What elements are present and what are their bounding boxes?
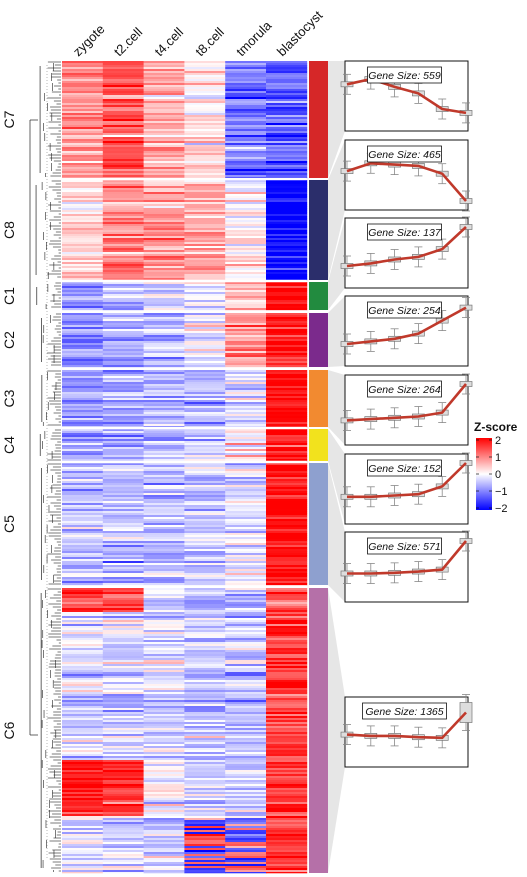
trend-line-c4	[347, 462, 467, 499]
column-labels: zygote t2.cell t4.cell t8.cell tmorula blasto…	[70, 7, 326, 59]
trend-panels: Gene Size: 559 Gene Size: 465 Gene Size: 1…	[340, 60, 473, 768]
cluster-label-c3: C3	[1, 389, 17, 407]
gene-size-box	[362, 702, 447, 720]
trend-panel-c3: Gene Size: 264	[340, 373, 473, 446]
row-dendrogram	[29, 61, 61, 872]
colorbar-tick: 1	[495, 452, 501, 464]
trend-panel-c6: Gene Size: 1365	[340, 694, 473, 768]
column-label-blastocyst: blastocyst	[274, 7, 326, 59]
connector-c2	[328, 296, 345, 367]
cluster-bar-c5	[309, 463, 328, 585]
trend-panel-c8: Gene Size: 465	[340, 139, 473, 212]
cluster-label-c5: C5	[1, 515, 17, 533]
trend-line-c8	[346, 161, 467, 202]
cluster-bar-c1	[309, 282, 328, 310]
gene-size-box	[367, 537, 442, 555]
panel-connectors	[328, 61, 345, 873]
gene-size-label-c6: Gene Size: 1365	[365, 706, 443, 718]
gene-size-box	[367, 459, 442, 477]
cluster-bar-c7	[309, 61, 328, 178]
gene-size-label-c2: Gene Size: 254	[368, 305, 441, 317]
cluster-annotation-bars	[309, 61, 328, 873]
colorbar-gradient	[476, 438, 492, 510]
trend-line-c3	[346, 383, 467, 422]
connector-c3	[328, 370, 345, 445]
trend-panel-c1: Gene Size: 137	[340, 216, 473, 289]
gene-size-box	[367, 223, 442, 241]
colorbar-tick: 2	[495, 435, 501, 447]
heatmap-block-c1	[62, 282, 308, 311]
cluster-label-c7: C7	[1, 110, 17, 128]
cluster-label-c1: C1	[1, 287, 17, 305]
gene-size-label-c4: Gene Size: 152	[368, 463, 441, 475]
cluster-bar-c6	[309, 588, 328, 873]
heatmap-block-c4	[62, 429, 308, 462]
trend-panel-c2: Gene Size: 254	[340, 295, 473, 367]
trend-panel-c5: Gene Size: 571	[340, 530, 473, 603]
connector-c7	[328, 61, 345, 178]
heatmap-block-c3	[62, 370, 308, 428]
gene-size-label-c1: Gene Size: 137	[368, 227, 442, 239]
trend-panel-c7: Gene Size: 559	[340, 60, 473, 132]
heatmap-block-c8	[62, 180, 308, 281]
gene-size-label-c7: Gene Size: 559	[368, 70, 441, 82]
heatmap-body	[62, 61, 308, 874]
cluster-label-c2: C2	[1, 331, 17, 349]
trend-panel-c4: Gene Size: 152	[340, 452, 473, 525]
heatmap-block-c2	[62, 313, 308, 368]
cluster-bar-c3	[309, 370, 328, 427]
gene-size-label-c8: Gene Size: 465	[368, 149, 441, 161]
gene-size-box	[367, 66, 442, 84]
connector-c4	[328, 429, 345, 524]
colorbar-title: Z-score	[474, 420, 518, 434]
cluster-labels: C7 C8 C1 C2 C3 C4 C5 C6	[1, 110, 17, 739]
heatmap-block-c5	[62, 463, 308, 586]
trend-line-c1	[346, 226, 467, 268]
trend-line-c5	[347, 540, 467, 575]
gene-size-box	[367, 301, 442, 319]
cluster-label-c6: C6	[1, 721, 17, 739]
colorbar-tick: −1	[495, 486, 508, 498]
cluster-label-c8: C8	[1, 221, 17, 239]
connector-c8	[328, 140, 345, 280]
column-label-t2-cell: t2.cell	[111, 24, 146, 59]
trend-line-c6	[346, 711, 467, 740]
trend-line-c2	[346, 306, 467, 346]
connector-c5	[328, 463, 345, 602]
column-label-tmorula: tmorula	[233, 17, 275, 59]
colorbar-tick: −2	[495, 503, 508, 515]
gene-size-label-c5: Gene Size: 571	[368, 541, 440, 553]
colorbar-tick: 0	[495, 469, 501, 481]
gene-size-label-c3: Gene Size: 264	[368, 384, 441, 396]
column-label-t8-cell: t8.cell	[192, 24, 227, 59]
cluster-label-c4: C4	[1, 436, 17, 454]
gene-size-box	[367, 380, 442, 398]
heatmap-block-c6	[62, 588, 308, 874]
cluster-bar-c2	[309, 313, 328, 367]
cluster-bar-c8	[309, 180, 328, 280]
connector-c6	[328, 588, 345, 873]
column-label-t4-cell: t4.cell	[152, 24, 187, 59]
connector-c1	[328, 218, 345, 310]
column-label-zygote: zygote	[70, 21, 108, 59]
trend-line-c7	[346, 77, 467, 115]
heatmap-block-c7	[62, 61, 308, 179]
cluster-bar-c4	[309, 429, 328, 461]
gene-size-box	[367, 145, 442, 163]
